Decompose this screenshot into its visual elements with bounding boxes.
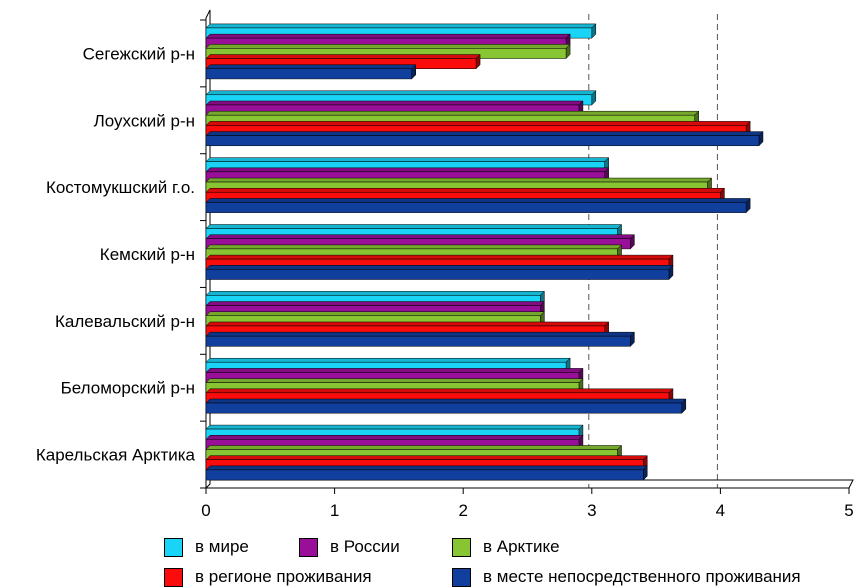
bar bbox=[205, 264, 674, 281]
category-label: Беломорский р-н bbox=[61, 379, 195, 398]
x-tick-label-0: 0 bbox=[201, 501, 210, 520]
bar bbox=[205, 90, 597, 106]
legend-swatch-locality bbox=[452, 567, 471, 587]
legend-item-region: в регионе проживания bbox=[164, 567, 372, 587]
category-labels: Сегежский р-н Лоухский р-н Костомукшский г… bbox=[36, 44, 196, 464]
bar bbox=[205, 130, 764, 147]
legend-label-region: в регионе проживания bbox=[195, 567, 372, 586]
bar bbox=[205, 331, 635, 347]
x-axis-floor bbox=[206, 479, 854, 489]
category-label: Костомукшский г.о. bbox=[46, 178, 195, 197]
bar bbox=[205, 223, 623, 240]
bar bbox=[205, 465, 648, 481]
bar bbox=[205, 23, 597, 39]
x-tick-label-1: 1 bbox=[330, 501, 339, 520]
legend-swatch-world bbox=[164, 537, 183, 557]
legend-swatch-russia bbox=[299, 537, 318, 557]
bar bbox=[205, 110, 700, 126]
x-tick-label-4: 4 bbox=[716, 501, 725, 520]
category-label: Калевальский р-н bbox=[55, 312, 195, 331]
bar bbox=[205, 398, 687, 414]
bar bbox=[205, 43, 571, 60]
bar bbox=[205, 53, 481, 70]
legend-item-arctic: в Арктике bbox=[452, 537, 560, 557]
category-label: Лоухский р-н bbox=[94, 111, 195, 130]
bar bbox=[205, 455, 648, 471]
x-tick-label-2: 2 bbox=[458, 501, 467, 520]
x-tick-label-5: 5 bbox=[844, 501, 853, 520]
legend-label-arctic: в Арктике bbox=[483, 537, 560, 556]
bar bbox=[205, 197, 751, 214]
legend-swatch-arctic bbox=[452, 537, 471, 557]
category-label: Кемский р-н bbox=[100, 245, 195, 264]
category-label: Сегежский р-н bbox=[83, 44, 195, 63]
legend-swatch-region bbox=[164, 567, 183, 587]
bars bbox=[205, 23, 764, 481]
bar bbox=[205, 100, 584, 116]
legend-item-russia: в России bbox=[299, 537, 400, 557]
legend-label-russia: в России bbox=[330, 537, 400, 556]
bar bbox=[205, 424, 584, 440]
legend-label-locality: в месте непосредственного проживания bbox=[483, 567, 801, 586]
legend-item-world: в мире bbox=[164, 537, 249, 557]
legend-label-world: в мире bbox=[195, 537, 249, 556]
bar bbox=[205, 64, 417, 80]
category-label: Карельская Арктика bbox=[36, 446, 196, 465]
tick-labels: 0 1 2 3 4 5 bbox=[201, 501, 853, 520]
legend-item-locality: в месте непосредственного проживания bbox=[452, 567, 801, 587]
x-tick-label-3: 3 bbox=[587, 501, 596, 520]
bar-chart: Сегежский р-н Лоухский р-н Костомукшский г… bbox=[36, 9, 854, 520]
